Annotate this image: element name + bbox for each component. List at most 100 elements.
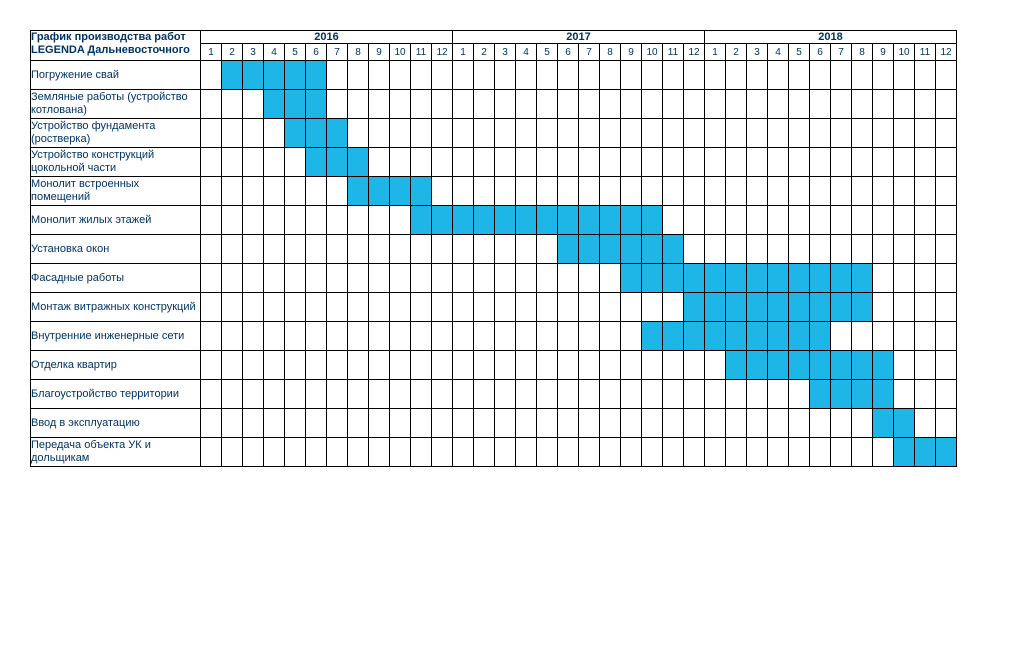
gantt-cell (894, 293, 915, 322)
gantt-cell (684, 409, 705, 438)
gantt-cell (264, 206, 285, 235)
gantt-cell (222, 90, 243, 119)
gantt-cell (852, 409, 873, 438)
task-label: Монолит встроенных помещений (31, 177, 201, 206)
gantt-cell (705, 264, 726, 293)
gantt-cell (621, 293, 642, 322)
chart-title: График производства работ LEGENDA Дальне… (31, 31, 201, 61)
gantt-cell (936, 264, 957, 293)
gantt-cell (285, 61, 306, 90)
gantt-cell (201, 177, 222, 206)
gantt-cell (327, 61, 348, 90)
gantt-cell (831, 235, 852, 264)
gantt-cell (789, 322, 810, 351)
gantt-cell (243, 148, 264, 177)
gantt-cell (768, 438, 789, 467)
gantt-cell (600, 90, 621, 119)
gantt-cell (810, 119, 831, 148)
gantt-cell (621, 351, 642, 380)
month-header: 10 (894, 44, 915, 61)
gantt-cell (621, 235, 642, 264)
gantt-cell (411, 380, 432, 409)
gantt-cell (768, 148, 789, 177)
gantt-cell (831, 380, 852, 409)
gantt-cell (852, 177, 873, 206)
gantt-cell (264, 235, 285, 264)
gantt-cell (453, 351, 474, 380)
gantt-cell (474, 206, 495, 235)
gantt-cell (222, 438, 243, 467)
gantt-cell (705, 409, 726, 438)
gantt-cell (390, 264, 411, 293)
gantt-cell (348, 61, 369, 90)
gantt-cell (852, 351, 873, 380)
gantt-cell (495, 206, 516, 235)
gantt-cell (558, 438, 579, 467)
gantt-cell (915, 438, 936, 467)
gantt-cell (411, 177, 432, 206)
gantt-cell (873, 322, 894, 351)
gantt-cell (621, 61, 642, 90)
gantt-cell (516, 206, 537, 235)
gantt-cell (285, 293, 306, 322)
gantt-cell (936, 293, 957, 322)
gantt-cell (264, 409, 285, 438)
gantt-cell (348, 206, 369, 235)
month-header: 3 (495, 44, 516, 61)
gantt-cell (453, 264, 474, 293)
gantt-cell (306, 264, 327, 293)
gantt-cell (495, 351, 516, 380)
gantt-cell (495, 438, 516, 467)
gantt-cell (369, 409, 390, 438)
gantt-cell (432, 148, 453, 177)
task-row: Ввод в эксплуатацию (31, 409, 957, 438)
gantt-cell (201, 235, 222, 264)
gantt-cell (201, 351, 222, 380)
gantt-cell (495, 235, 516, 264)
gantt-cell (558, 61, 579, 90)
month-header: 2 (474, 44, 495, 61)
task-label: Устройство фундамента (ростверка) (31, 119, 201, 148)
year-header: 2018 (705, 31, 957, 44)
gantt-cell (432, 322, 453, 351)
gantt-cell (453, 206, 474, 235)
gantt-cell (432, 264, 453, 293)
gantt-cell (810, 351, 831, 380)
gantt-cell (453, 90, 474, 119)
gantt-cell (894, 61, 915, 90)
gantt-cell (327, 264, 348, 293)
month-header: 4 (516, 44, 537, 61)
gantt-cell (222, 206, 243, 235)
gantt-cell (600, 351, 621, 380)
gantt-cell (306, 322, 327, 351)
gantt-cell (327, 438, 348, 467)
gantt-cell (894, 351, 915, 380)
gantt-cell (537, 177, 558, 206)
gantt-cell (852, 206, 873, 235)
gantt-cell (936, 380, 957, 409)
gantt-cell (726, 119, 747, 148)
gantt-cell (894, 148, 915, 177)
gantt-cell (915, 235, 936, 264)
gantt-cell (390, 438, 411, 467)
gantt-cell (558, 235, 579, 264)
gantt-cell (663, 177, 684, 206)
gantt-cell (348, 380, 369, 409)
gantt-cell (306, 177, 327, 206)
gantt-cell (768, 90, 789, 119)
gantt-cell (285, 409, 306, 438)
gantt-cell (936, 177, 957, 206)
gantt-cell (705, 235, 726, 264)
gantt-cell (432, 61, 453, 90)
gantt-cell (915, 322, 936, 351)
gantt-cell (411, 322, 432, 351)
gantt-cell (831, 293, 852, 322)
gantt-cell (369, 177, 390, 206)
gantt-cell (873, 235, 894, 264)
gantt-cell (390, 293, 411, 322)
gantt-cell (390, 409, 411, 438)
month-header: 8 (348, 44, 369, 61)
gantt-cell (222, 293, 243, 322)
gantt-cell (726, 293, 747, 322)
gantt-cell (873, 206, 894, 235)
